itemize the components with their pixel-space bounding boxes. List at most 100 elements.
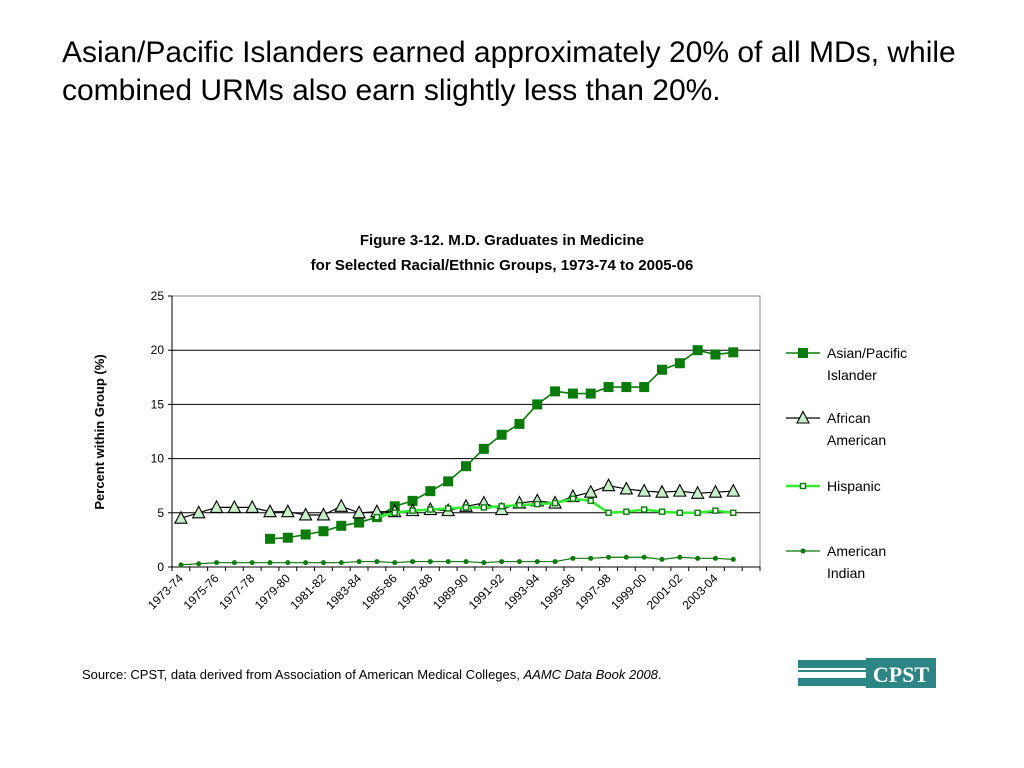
legend: Asian/Pacific Islander African American Hisp… bbox=[786, 345, 907, 581]
data-point bbox=[623, 554, 629, 560]
data-point bbox=[443, 476, 454, 487]
data-point bbox=[444, 505, 452, 512]
slide-title: Asian/Pacific Islanders earned approxima… bbox=[62, 36, 956, 107]
data-point bbox=[316, 507, 331, 521]
legend-item: American Indian bbox=[786, 543, 886, 581]
source-prefix: Source: CPST, data derived from Associat… bbox=[82, 667, 524, 682]
data-point bbox=[499, 559, 505, 565]
data-point bbox=[249, 560, 255, 566]
x-tick-label: 2003-04 bbox=[680, 571, 721, 612]
data-point bbox=[623, 508, 630, 515]
y-tick-label: 5 bbox=[157, 506, 164, 520]
data-point bbox=[694, 509, 701, 516]
data-point bbox=[641, 554, 647, 560]
data-point bbox=[637, 483, 652, 497]
x-tick-label: 1977-78 bbox=[216, 571, 257, 612]
data-point bbox=[174, 510, 188, 524]
data-point bbox=[480, 504, 488, 511]
data-point bbox=[690, 485, 705, 499]
data-point bbox=[354, 517, 365, 528]
data-point bbox=[552, 559, 558, 565]
legend-label: Asian/Pacific bbox=[827, 345, 907, 361]
x-tick-label: 2001-02 bbox=[644, 571, 685, 612]
data-point bbox=[303, 560, 309, 566]
data-point bbox=[570, 555, 576, 561]
legend-item: African American bbox=[786, 410, 886, 448]
data-point bbox=[583, 484, 598, 498]
data-point bbox=[263, 504, 277, 518]
plot-frame bbox=[171, 295, 761, 568]
data-point bbox=[676, 509, 684, 516]
y-tick-label: 15 bbox=[151, 397, 165, 411]
data-point bbox=[209, 499, 224, 513]
data-point bbox=[657, 364, 667, 375]
x-tick-label: 1987-88 bbox=[394, 571, 435, 612]
data-point bbox=[692, 345, 703, 356]
x-tick-label: 1993-94 bbox=[501, 571, 542, 612]
data-point bbox=[569, 495, 577, 502]
data-point bbox=[410, 559, 416, 565]
data-point bbox=[298, 507, 313, 521]
data-point bbox=[191, 505, 206, 519]
data-point bbox=[640, 506, 648, 513]
data-point bbox=[710, 349, 721, 360]
data-point bbox=[659, 556, 665, 562]
data-point bbox=[587, 497, 594, 505]
data-point bbox=[621, 382, 632, 393]
legend-marker bbox=[799, 482, 807, 490]
legend-marker bbox=[800, 548, 806, 554]
x-tick-label: 1997-98 bbox=[573, 571, 614, 612]
data-point bbox=[601, 478, 616, 492]
data-point bbox=[534, 500, 541, 508]
data-point bbox=[478, 443, 489, 454]
plot-area: 05101520251973-741975-761977-781979-8019… bbox=[145, 289, 761, 612]
data-point bbox=[463, 559, 469, 565]
x-tick-label: 1989-90 bbox=[430, 571, 471, 612]
data-point bbox=[196, 561, 202, 567]
data-point bbox=[267, 560, 273, 566]
data-point bbox=[445, 559, 451, 565]
y-tick-label: 25 bbox=[151, 289, 165, 303]
data-point bbox=[318, 526, 329, 537]
source-note: Source: CPST, data derived from Associat… bbox=[82, 667, 662, 682]
x-tick-label: 1981-82 bbox=[288, 571, 329, 612]
data-point bbox=[352, 505, 366, 519]
data-point bbox=[334, 498, 349, 512]
y-tick-label: 0 bbox=[157, 560, 164, 574]
y-axis-label: Percent within Group (%) bbox=[92, 354, 107, 509]
x-tick-label: 1973-74 bbox=[145, 571, 186, 612]
data-point bbox=[356, 559, 362, 565]
data-point bbox=[320, 560, 326, 566]
data-point bbox=[708, 484, 723, 498]
legend-item: Asian/Pacific Islander bbox=[786, 345, 907, 383]
data-point bbox=[712, 507, 719, 514]
data-point bbox=[672, 483, 687, 497]
x-tick-label: 1995-96 bbox=[537, 571, 578, 612]
data-point bbox=[231, 560, 237, 566]
data-point bbox=[496, 429, 507, 440]
data-point bbox=[730, 556, 736, 562]
data-point bbox=[728, 347, 739, 358]
data-point bbox=[265, 533, 275, 544]
data-point bbox=[567, 388, 578, 399]
data-point bbox=[551, 499, 559, 507]
cpst-logo: CPST bbox=[798, 658, 936, 688]
legend-label: American bbox=[827, 432, 886, 448]
series-american-indian-line bbox=[180, 556, 734, 566]
data-point bbox=[462, 504, 470, 511]
legend-label: Hispanic bbox=[827, 478, 881, 494]
data-point bbox=[498, 503, 505, 510]
data-point bbox=[374, 559, 380, 565]
data-point bbox=[603, 382, 614, 393]
data-point bbox=[712, 555, 718, 561]
logo-text: CPST bbox=[873, 662, 930, 687]
data-point bbox=[658, 508, 666, 515]
data-point bbox=[285, 560, 291, 566]
data-point bbox=[214, 560, 220, 566]
data-point bbox=[516, 502, 523, 509]
data-point bbox=[606, 554, 612, 560]
data-point bbox=[677, 554, 683, 560]
data-point bbox=[605, 509, 612, 516]
data-point bbox=[178, 562, 184, 568]
data-point bbox=[726, 483, 741, 497]
